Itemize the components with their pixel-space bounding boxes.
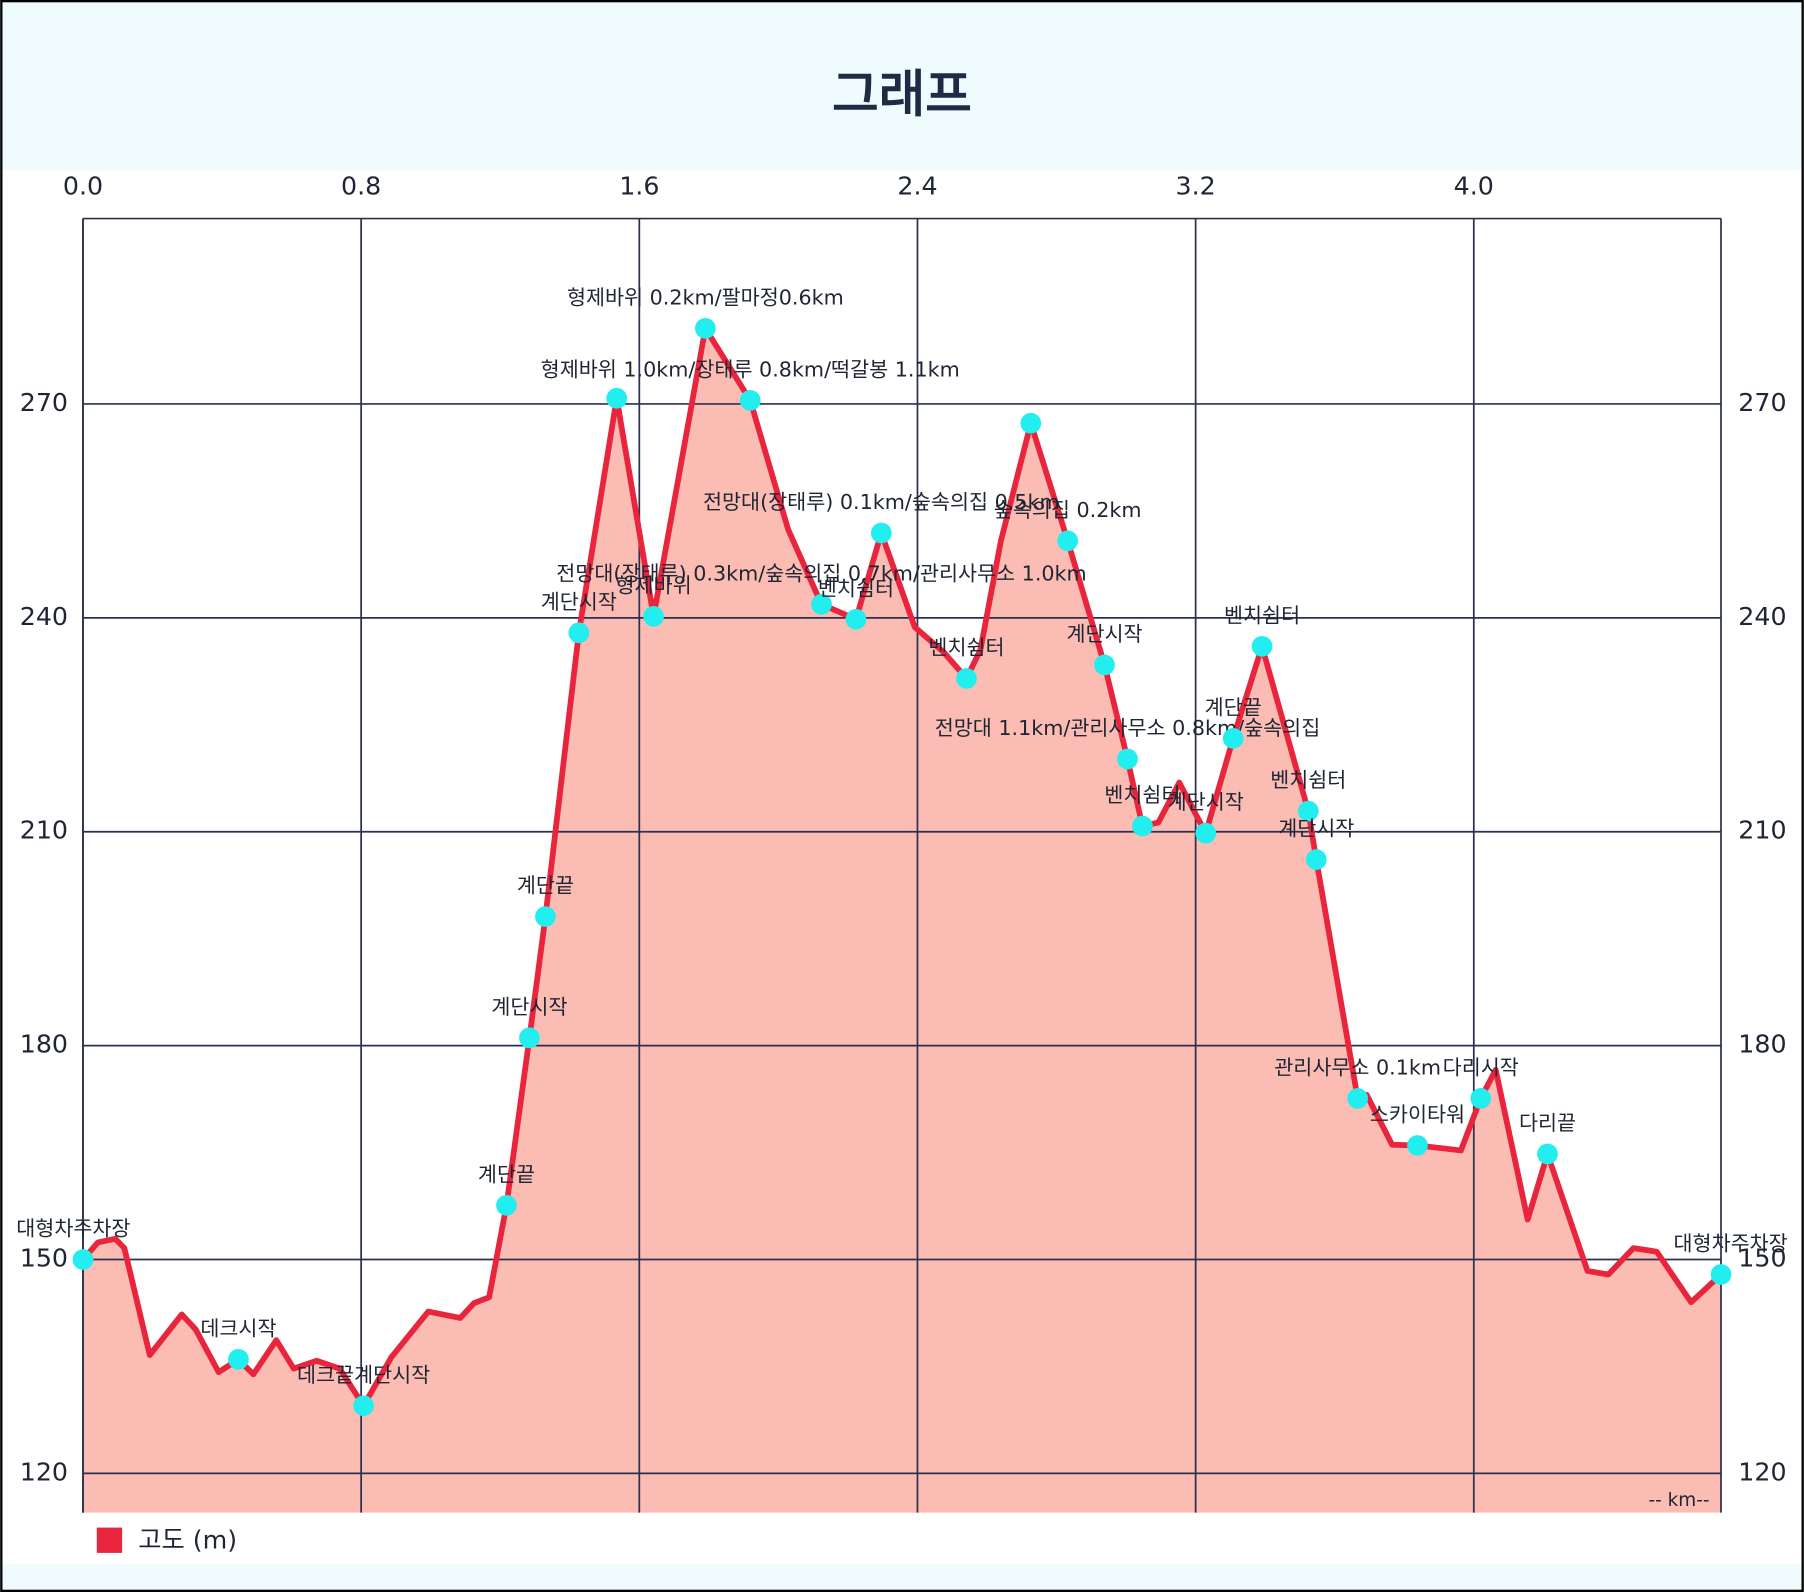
waypoint-label: 데크끝계단시작 (297, 1363, 430, 1387)
y2-tick-label: 270 (1738, 388, 1786, 417)
y2-tick-label: 210 (1738, 816, 1786, 845)
waypoint (1132, 815, 1153, 837)
waypoint (811, 593, 832, 615)
waypoint (695, 318, 716, 339)
y2-tick-label: 240 (1738, 602, 1786, 631)
waypoint-label: 형제바위 0.2km/팔마정0.6km (567, 285, 844, 309)
waypoint-label: 대형차주차장 (16, 1217, 130, 1241)
legend-label: 고도 (m) (138, 1525, 237, 1554)
x-tick-label: 0.8 (341, 171, 381, 200)
x-tick-label: 1.6 (619, 171, 659, 200)
waypoint (1407, 1135, 1428, 1156)
waypoint (870, 522, 892, 544)
waypoint (606, 387, 628, 409)
waypoint-label: 데크시작 (200, 1316, 276, 1340)
area (82, 328, 1722, 1513)
waypoint (1195, 822, 1217, 844)
waypoint-label: 계단끝 (1205, 695, 1262, 719)
x-tick-label: 0.0 (63, 171, 103, 200)
waypoint (1305, 849, 1327, 870)
footer-band (0, 1564, 1804, 1592)
waypoint (72, 1249, 94, 1270)
x-tick-label: 4.0 (1454, 171, 1494, 200)
waypoint (1347, 1088, 1369, 1109)
waypoint-label: 대형차주차장 (1674, 1232, 1788, 1256)
plot: 120 120 150 150 180 180 210 210 240 240 270 270 0.0 0… (16, 171, 1788, 1513)
title-band (0, 0, 1804, 171)
waypoint-label: 스카이타워 (1370, 1103, 1465, 1127)
legend-swatch (96, 1527, 123, 1553)
waypoint (353, 1395, 374, 1417)
waypoint (1057, 530, 1079, 552)
waypoint-label: 전망대(장태루) 0.3km/숲속의집 0.7km/관리사무소 1.0km (556, 561, 1086, 585)
y2-tick-label: 180 (1738, 1030, 1786, 1059)
waypoint-label: 계단끝 (517, 874, 574, 898)
y2-tick-label: 120 (1738, 1457, 1786, 1486)
waypoint-label: 벤치쉼터 (1104, 783, 1180, 807)
waypoint (845, 608, 867, 630)
waypoint (1470, 1088, 1492, 1109)
waypoint (1251, 635, 1273, 657)
y-tick-label: 270 (20, 388, 68, 417)
waypoint-label: 다리시작 (1443, 1055, 1519, 1079)
waypoint (228, 1348, 249, 1370)
line (80, 325, 1723, 1409)
waypoint-label: 계단시작 (541, 590, 617, 614)
waypoint-label: 벤치쉼터 (928, 636, 1004, 660)
unit-note: -- km-- (1649, 1490, 1710, 1511)
waypoint (535, 906, 556, 927)
waypoint-label: 계단끝 (478, 1162, 535, 1186)
y2-tick-label: 150 (1738, 1244, 1786, 1273)
y-tick-label: 240 (20, 602, 68, 631)
waypoint (643, 606, 664, 627)
waypoint-label: 계단시작 (491, 995, 567, 1019)
y-tick-label: 210 (20, 816, 68, 845)
y-tick-label: 120 (20, 1457, 68, 1486)
waypoint (1222, 727, 1244, 749)
waypoint-label: 전망대 1.1km/관리사무소 0.8km/숲속의집 (935, 716, 1321, 740)
waypoint-label: 벤치쉼터 (1224, 603, 1300, 627)
waypoint-label: 형제바위 (615, 573, 691, 597)
waypoint (1297, 800, 1319, 822)
x-tick-label: 2.4 (897, 171, 937, 200)
waypoint (568, 622, 590, 644)
waypoint-label: 계단시작 (1278, 817, 1354, 841)
waypoint (1020, 412, 1042, 434)
x-tick-label: 3.2 (1176, 171, 1216, 200)
waypoint (739, 390, 761, 411)
y-tick-label: 150 (20, 1244, 68, 1273)
waypoint (956, 668, 977, 689)
waypoint (1710, 1264, 1732, 1285)
waypoint-label: 벤치쉼터 (818, 576, 894, 600)
waypoint (1094, 654, 1115, 676)
waypoint-label: 형제바위 1.0km/장태루 0.8km/떡갈봉 1.1km (541, 357, 960, 381)
waypoint (496, 1194, 517, 1216)
waypoint-label: 계단시작 (1168, 790, 1244, 814)
waypoint-label: 계단시작 (1066, 622, 1142, 646)
waypoint (1537, 1143, 1558, 1165)
waypoint-label: 다리끝 (1519, 1111, 1576, 1135)
waypoint-label: 숲속의집 0.2km (994, 498, 1142, 522)
waypoint (1117, 748, 1138, 770)
chart-title: 그래프 (832, 64, 972, 123)
waypoint-label: 관리사무소 0.1km (1274, 1055, 1441, 1079)
waypoint (519, 1027, 540, 1049)
y-tick-label: 180 (20, 1030, 68, 1059)
waypoint-label: 전망대(장태루) 0.1km/숲속의집 0.5km (703, 490, 1060, 514)
waypoint-label: 벤치쉼터 (1270, 768, 1346, 792)
